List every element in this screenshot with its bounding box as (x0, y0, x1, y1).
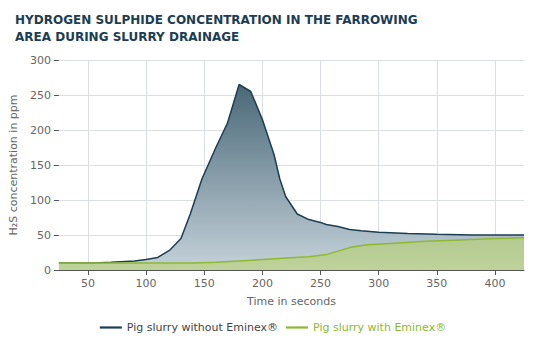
svg-text:H₂S concentration in ppm: H₂S concentration in ppm (7, 94, 20, 235)
svg-text:300: 300 (30, 54, 51, 67)
svg-text:100: 100 (30, 194, 51, 207)
svg-text:100: 100 (136, 277, 157, 290)
svg-text:250: 250 (30, 89, 51, 102)
svg-text:Pig slurry with Eminex®: Pig slurry with Eminex® (313, 321, 446, 334)
svg-text:150: 150 (30, 159, 51, 172)
svg-text:350: 350 (426, 277, 447, 290)
svg-text:300: 300 (368, 277, 389, 290)
svg-text:250: 250 (310, 277, 331, 290)
svg-text:HYDROGEN SULPHIDE CONCENTRATIO: HYDROGEN SULPHIDE CONCENTRATION IN THE F… (15, 13, 418, 27)
svg-text:150: 150 (194, 277, 215, 290)
svg-text:Time in seconds: Time in seconds (246, 295, 336, 308)
svg-text:0: 0 (44, 264, 51, 277)
svg-text:200: 200 (252, 277, 273, 290)
svg-text:Pig slurry without Eminex®: Pig slurry without Eminex® (127, 321, 278, 334)
svg-text:200: 200 (30, 124, 51, 137)
svg-text:50: 50 (37, 229, 51, 242)
svg-text:50: 50 (81, 277, 95, 290)
svg-text:400: 400 (484, 277, 505, 290)
svg-text:AREA DURING SLURRY DRAINAGE: AREA DURING SLURRY DRAINAGE (15, 30, 239, 44)
